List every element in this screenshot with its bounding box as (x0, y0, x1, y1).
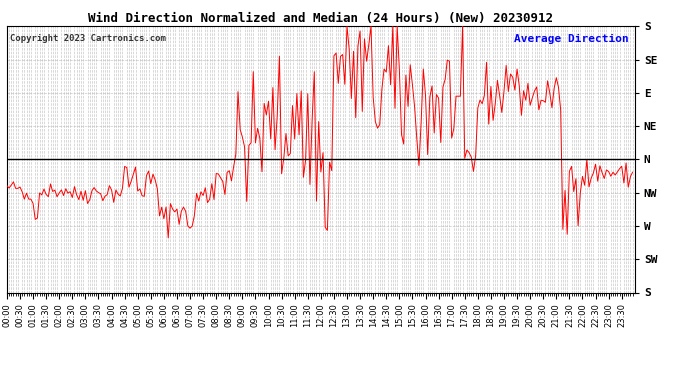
Text: Average Direction: Average Direction (514, 34, 629, 44)
Text: Copyright 2023 Cartronics.com: Copyright 2023 Cartronics.com (10, 34, 166, 43)
Title: Wind Direction Normalized and Median (24 Hours) (New) 20230912: Wind Direction Normalized and Median (24… (88, 12, 553, 25)
